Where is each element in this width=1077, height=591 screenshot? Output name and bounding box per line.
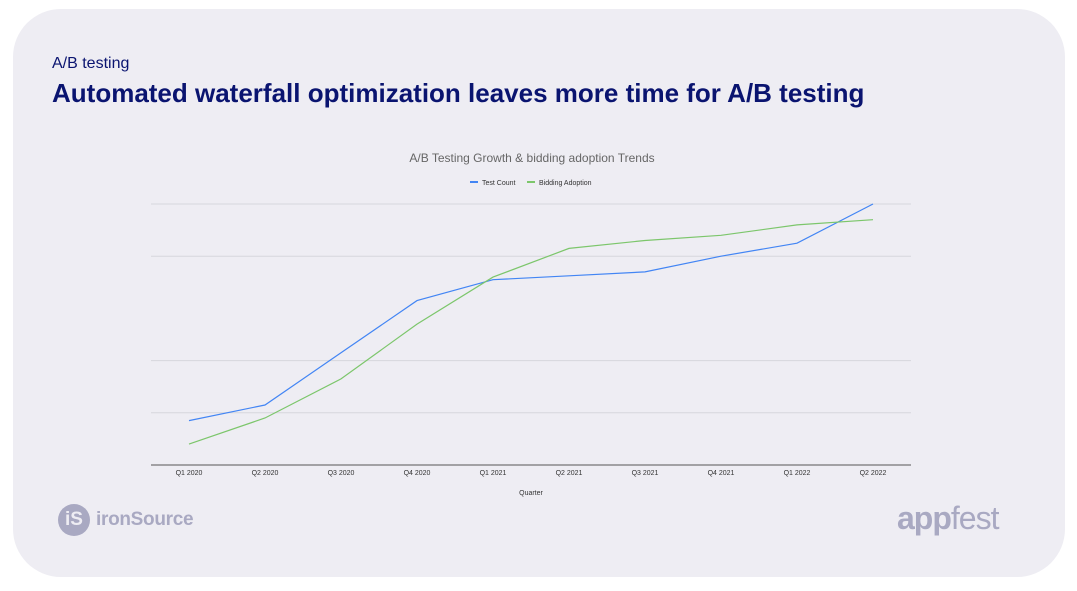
x-tick-label: Q4 2021 bbox=[708, 470, 735, 477]
x-tick-label: Q4 2020 bbox=[404, 470, 431, 477]
x-tick-label: Q2 2020 bbox=[252, 470, 279, 477]
appfest-logo: appfest bbox=[897, 500, 1000, 537]
eyebrow-label: A/B testing bbox=[52, 55, 130, 72]
x-tick-label: Q1 2022 bbox=[784, 470, 811, 477]
legend-label-0: Test Count bbox=[482, 180, 516, 187]
slide-background bbox=[13, 9, 1065, 577]
appfest-fest: fest bbox=[950, 500, 1000, 536]
chart-legend: Test Count Bidding Adoption bbox=[470, 180, 592, 187]
x-tick-label: Q3 2020 bbox=[328, 470, 355, 477]
x-tick-label: Q1 2021 bbox=[480, 470, 507, 477]
chart-title: A/B Testing Growth & bidding adoption Tr… bbox=[409, 151, 654, 165]
headline: Automated waterfall optimization leaves … bbox=[52, 78, 865, 108]
x-axis-ticks: Q1 2020 Q2 2020 Q3 2020 Q4 2020 Q1 2021 Q2 20… bbox=[176, 470, 887, 477]
x-tick-label: Q2 2022 bbox=[860, 470, 887, 477]
appfest-app: app bbox=[897, 500, 952, 536]
ironsource-wordmark: ironSource bbox=[96, 509, 194, 530]
series-line-1 bbox=[188, 219, 874, 445]
chart-series bbox=[188, 203, 874, 445]
legend-label-1: Bidding Adoption bbox=[539, 180, 592, 187]
ironsource-logo: iS ironSource bbox=[58, 504, 194, 536]
x-axis-label: Quarter bbox=[519, 490, 543, 497]
ironsource-badge-icon: iS bbox=[58, 504, 90, 536]
x-tick-label: Q2 2021 bbox=[556, 470, 583, 477]
series-line-0 bbox=[188, 203, 874, 422]
x-tick-label: Q1 2020 bbox=[176, 470, 203, 477]
x-tick-label: Q3 2021 bbox=[632, 470, 659, 477]
chart-grid bbox=[151, 203, 911, 466]
